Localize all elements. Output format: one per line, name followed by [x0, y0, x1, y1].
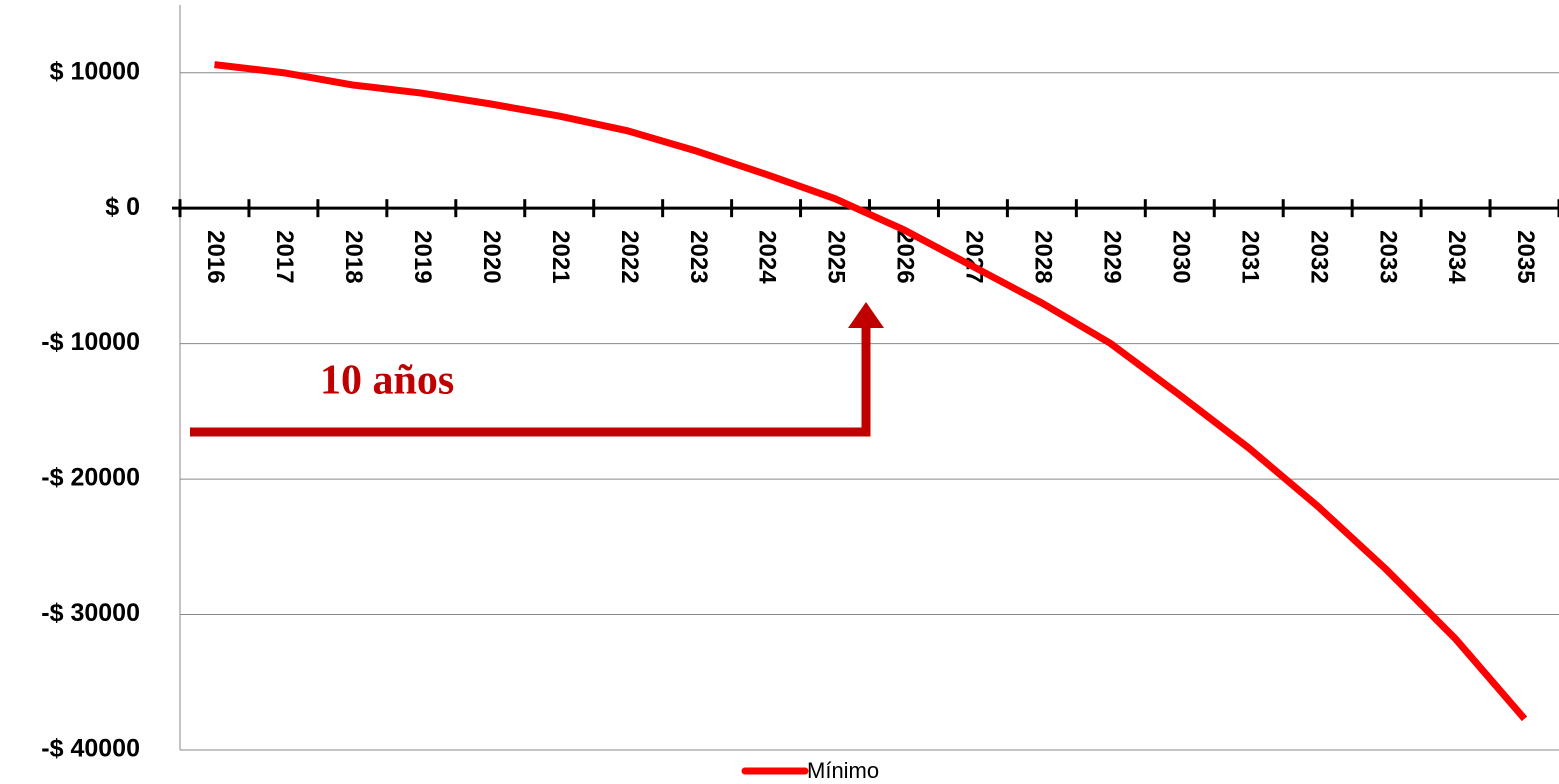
x-tick-label: 2017 — [271, 230, 298, 283]
x-tick-label: 2016 — [202, 230, 229, 283]
plot: $ 10000 $ 0 -$ 10000 -$ 20000 -$ 30000 -$ 400… — [41, 5, 1559, 763]
x-tick-label: 2025 — [823, 230, 850, 283]
x-tick-label: 2023 — [685, 230, 712, 283]
y-tick-label: -$ 40000 — [41, 735, 140, 763]
x-tick-label: 2018 — [340, 230, 367, 283]
x-tick-label: 2033 — [1374, 230, 1401, 283]
y-tick-label: $ 0 — [105, 193, 140, 221]
y-tick-label: $ 10000 — [50, 57, 140, 85]
x-tick-label: 2035 — [1512, 230, 1539, 283]
y-tick-label: -$ 10000 — [41, 328, 140, 356]
annotation-arrow — [190, 325, 871, 437]
line — [214, 61, 1528, 722]
x-tick-label: 2029 — [1098, 230, 1125, 283]
x-tick-label: 2031 — [1236, 230, 1263, 283]
x-tick-label: 2020 — [478, 230, 505, 283]
y-tick-label: -$ 20000 — [41, 464, 140, 492]
x-tick-label: 2024 — [754, 230, 781, 284]
x-tick-label: 2022 — [616, 230, 643, 283]
x-tick-label: 2030 — [1167, 230, 1194, 283]
x-tick-label: 2021 — [547, 230, 574, 283]
legend-label: Mínimo — [807, 758, 879, 783]
x-tick-label: 2034 — [1443, 230, 1470, 284]
x-tick-label: 2019 — [409, 230, 436, 283]
x-tick-label: 2028 — [1030, 230, 1057, 283]
y-tick-label: -$ 30000 — [41, 599, 140, 627]
arrow-head — [848, 302, 884, 328]
x-tick-label: 2032 — [1305, 230, 1332, 283]
annotation: 10 años — [320, 358, 454, 404]
overlay: 2016 2017 2018 2019 2020 2021 2022 2023 2024 2025… — [202, 61, 1539, 783]
